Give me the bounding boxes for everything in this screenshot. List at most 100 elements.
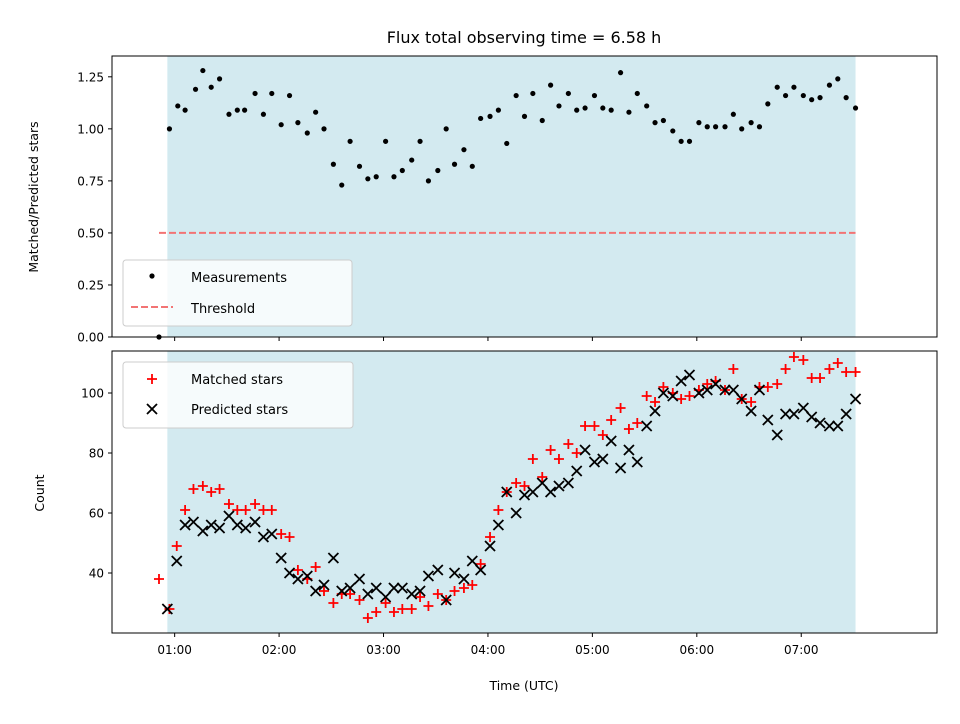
matched-star-point bbox=[580, 421, 591, 431]
predicted-star-point bbox=[475, 564, 487, 576]
predicted-star-point bbox=[501, 486, 513, 498]
legend-label-matched: Matched stars bbox=[191, 373, 283, 388]
measurement-point bbox=[782, 92, 789, 99]
predicted-star-point bbox=[597, 453, 609, 465]
measurement-point bbox=[826, 82, 833, 88]
matched-star-point bbox=[798, 355, 809, 365]
matched-star-point bbox=[467, 580, 478, 590]
measurement-point bbox=[565, 90, 571, 97]
x-tick-label: 05:00 bbox=[575, 643, 610, 657]
matched-star-point bbox=[258, 505, 269, 515]
matched-star-point bbox=[702, 379, 713, 389]
matched-star-point bbox=[571, 448, 582, 458]
measurement-point bbox=[582, 105, 588, 111]
matched-star-point bbox=[806, 373, 817, 383]
measurement-point bbox=[626, 109, 632, 115]
measurement-point bbox=[451, 161, 458, 167]
predicted-star-point bbox=[231, 519, 243, 531]
matched-star-point bbox=[406, 604, 417, 614]
x-tick-label: 06:00 bbox=[680, 643, 715, 657]
matched-star-point bbox=[772, 379, 783, 389]
measurement-point bbox=[461, 147, 467, 153]
measurement-point bbox=[722, 124, 728, 130]
x-tick-label: 04:00 bbox=[471, 643, 506, 657]
measurement-point bbox=[530, 90, 536, 97]
predicted-star-point bbox=[492, 519, 505, 531]
measurement-point bbox=[425, 178, 432, 184]
measurement-point bbox=[339, 182, 345, 188]
matched-star-point bbox=[214, 484, 225, 494]
matched-star-point bbox=[815, 373, 826, 383]
x-tick-label: 02:00 bbox=[262, 643, 297, 657]
measurement-point bbox=[652, 120, 658, 126]
matched-star-point bbox=[328, 598, 339, 608]
matched-star-point bbox=[345, 589, 356, 599]
matched-star-point bbox=[197, 481, 208, 491]
predicted-star-point bbox=[605, 435, 617, 447]
measurement-point bbox=[399, 167, 405, 174]
measurement-point bbox=[678, 138, 684, 144]
measurement-point bbox=[539, 117, 545, 124]
y-tick-label: 0.50 bbox=[77, 226, 104, 240]
measurement-point bbox=[739, 126, 745, 132]
measurement-point bbox=[278, 122, 284, 128]
predicted-star-point bbox=[709, 378, 722, 390]
matched-star-point bbox=[310, 562, 321, 572]
predicted-star-point bbox=[675, 375, 687, 387]
predicted-star-point bbox=[683, 369, 696, 381]
measurement-point bbox=[435, 167, 441, 174]
measurement-point bbox=[356, 163, 363, 169]
legend-box bbox=[122, 259, 353, 327]
predicted-star-point bbox=[649, 405, 661, 417]
matched-star-point bbox=[519, 481, 530, 491]
measurement-point bbox=[852, 105, 859, 111]
matched-star-point bbox=[493, 505, 504, 515]
predicted-star-point bbox=[223, 510, 235, 522]
measurement-point bbox=[791, 84, 797, 90]
measurement-point bbox=[634, 90, 640, 97]
measurement-point bbox=[696, 120, 702, 126]
measurement-point bbox=[365, 176, 371, 182]
matched-star-point bbox=[676, 394, 687, 404]
predicted-star-point bbox=[353, 573, 366, 585]
predicted-star-point bbox=[370, 582, 382, 594]
measurement-point bbox=[313, 109, 319, 115]
matched-star-point bbox=[606, 415, 617, 425]
measurement-point bbox=[521, 113, 528, 119]
matched-star-point bbox=[250, 499, 261, 509]
matched-star-point bbox=[266, 505, 277, 515]
measurement-point bbox=[478, 115, 484, 122]
predicted-star-point bbox=[448, 567, 461, 579]
measurement-point bbox=[175, 103, 181, 109]
measurement-point bbox=[391, 174, 397, 180]
predicted-star-point bbox=[579, 444, 591, 456]
predicted-star-point bbox=[362, 588, 374, 600]
predicted-star-point bbox=[745, 405, 757, 417]
predicted-star-point bbox=[544, 486, 557, 498]
measurement-point bbox=[504, 140, 510, 147]
legend-top: Measurements Threshold bbox=[122, 259, 353, 327]
predicted-star-point bbox=[623, 444, 635, 456]
matched-star-point bbox=[537, 472, 548, 482]
matched-star-point bbox=[632, 418, 643, 428]
measurement-point bbox=[295, 120, 301, 126]
matched-star-point bbox=[762, 382, 773, 392]
matched-star-point bbox=[589, 421, 600, 431]
predicted-star-point bbox=[283, 567, 296, 579]
measurement-point bbox=[600, 105, 606, 111]
predicted-star-point bbox=[753, 384, 766, 396]
predicted-star-point bbox=[484, 540, 496, 552]
predicted-star-point bbox=[693, 387, 705, 399]
measurement-point bbox=[756, 124, 763, 130]
predicted-star-point bbox=[179, 519, 191, 531]
matched-star-point bbox=[832, 358, 843, 368]
measurement-point bbox=[192, 86, 199, 92]
matched-star-point bbox=[458, 583, 469, 593]
predicted-star-point bbox=[806, 411, 818, 423]
measurement-point bbox=[765, 101, 771, 107]
matched-star-point bbox=[292, 565, 303, 575]
predicted-star-point bbox=[823, 420, 836, 432]
measurement-point bbox=[304, 130, 310, 136]
x-axis-label: Time (UTC) bbox=[488, 678, 558, 693]
matched-star-point bbox=[153, 574, 164, 584]
